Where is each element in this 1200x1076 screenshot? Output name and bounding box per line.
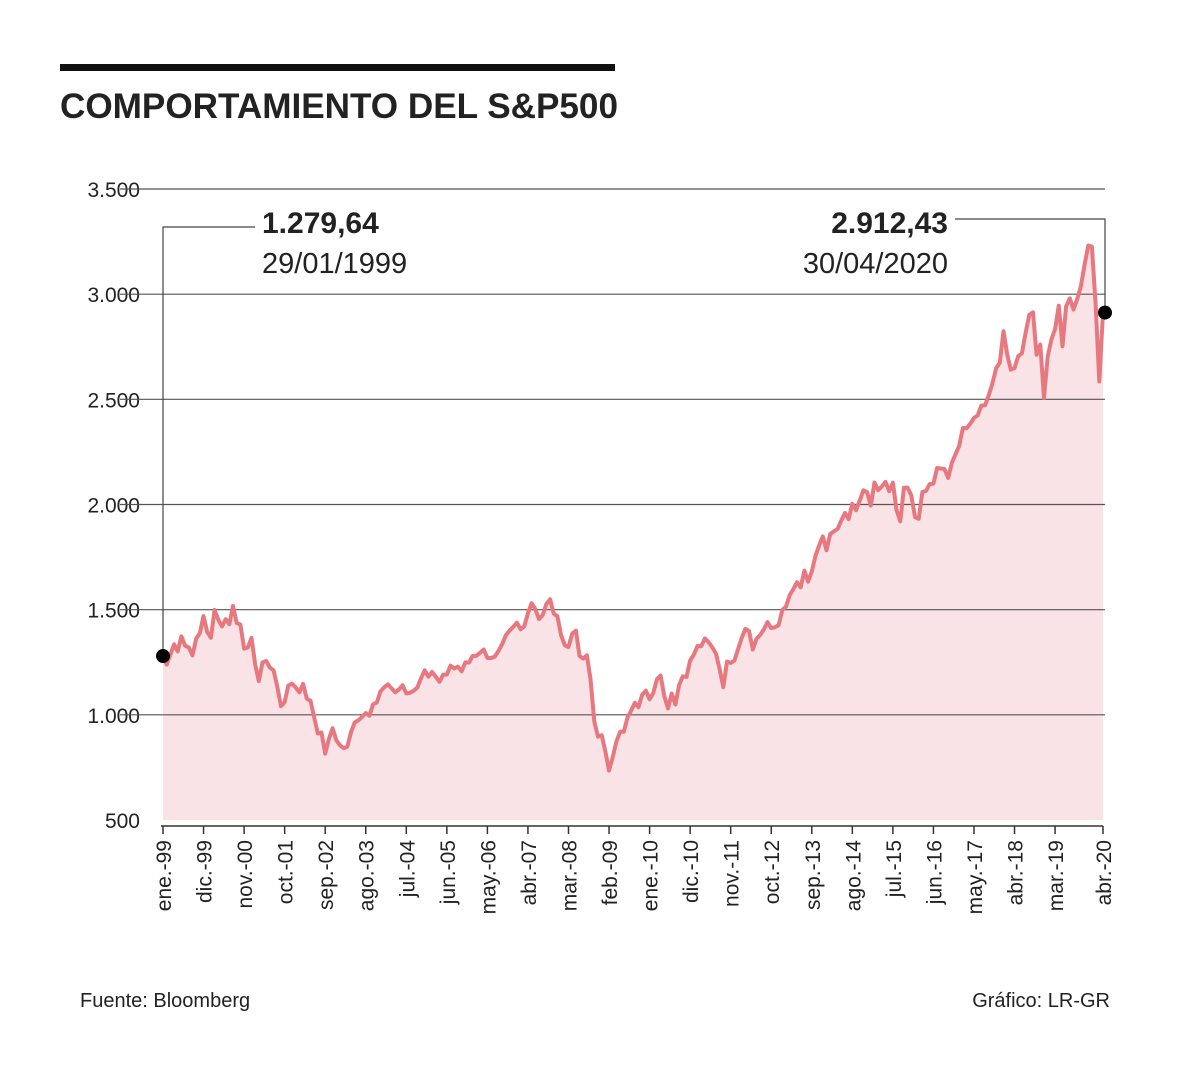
x-tick-label: jun.-16 (923, 840, 946, 905)
x-tick-label: oct.-01 (275, 840, 298, 904)
y-tick-label: 3.000 (87, 284, 140, 307)
line (161, 243, 1105, 773)
y-tick-label: 3.500 (87, 179, 140, 202)
annotation-leader (955, 218, 1106, 313)
x-tick-label: nov.-11 (721, 840, 744, 907)
x-tick-label: jun.-05 (437, 840, 460, 905)
x-tick-label: mar.-19 (1045, 840, 1068, 911)
annotation-date: 29/01/1999 (262, 248, 407, 280)
x-tick-label: nov.-00 (234, 840, 257, 909)
x-tick-label: jul.-15 (883, 840, 906, 898)
annotation-value: 2.912,43 (831, 207, 948, 240)
x-tick-label: abr.-20 (1093, 840, 1116, 905)
credit: Gráfico: LR-GR (972, 990, 1110, 1012)
x-tick-label: ene.-10 (640, 840, 663, 911)
y-tick-label: 500 (105, 810, 140, 833)
x-tick-label: jul.-04 (396, 840, 419, 899)
x-tick-label: ene.-99 (153, 840, 176, 911)
y-tick-label: 1.500 (87, 600, 140, 623)
x-tick-label: sep.-02 (315, 840, 338, 910)
x-tick-label: ago.-14 (842, 840, 865, 912)
x-tick-label: abr.-18 (1005, 840, 1028, 905)
x-tick-label: sep.-13 (802, 840, 825, 910)
x-tick-label: dic.-10 (680, 840, 703, 903)
x-tick-label: mar.-08 (558, 840, 581, 911)
annotation-date: 30/04/2020 (803, 248, 948, 280)
endpoint-dot (156, 649, 170, 664)
y-tick-label: 1.000 (87, 705, 140, 728)
title-bar (60, 64, 615, 71)
x-tick-label: may.-06 (477, 840, 500, 914)
x-tick-label: feb.-09 (599, 840, 622, 905)
x-tick-label: dic.-99 (194, 840, 217, 903)
y-tick-label: 2.500 (87, 389, 140, 412)
x-tick-label: ago.-03 (356, 840, 379, 911)
annotation-leader (162, 226, 255, 657)
x-tick-label: may.-17 (964, 840, 987, 914)
y-tick-label: 2.000 (87, 495, 140, 518)
endpoint-dot (1098, 305, 1112, 320)
source: Fuente: Bloomberg (80, 990, 250, 1012)
chart-title: COMPORTAMIENTO DEL S&P500 (60, 87, 618, 126)
annotation-value: 1.279,64 (262, 207, 379, 240)
x-tick-label: abr.-07 (518, 840, 541, 905)
x-tick-label: oct.-12 (761, 840, 784, 904)
area (163, 245, 1103, 821)
